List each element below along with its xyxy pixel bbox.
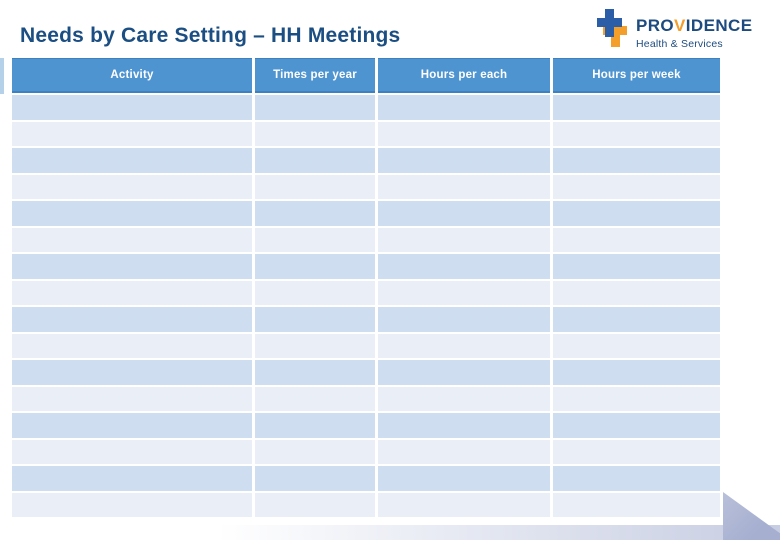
table-cell — [553, 492, 720, 517]
table-cell — [553, 439, 720, 464]
table-cell — [378, 492, 550, 517]
table-cell — [553, 227, 720, 252]
table-cell — [255, 413, 375, 438]
table-cell — [255, 466, 375, 491]
bottom-gradient-band — [0, 525, 780, 540]
table-row — [12, 227, 720, 252]
logo-subtitle: Health & Services — [636, 38, 723, 50]
table-cell — [553, 280, 720, 305]
table-cell — [553, 360, 720, 385]
table-cell — [12, 439, 252, 464]
table-cell — [255, 386, 375, 411]
logo-text-accent: V — [674, 16, 686, 35]
table-cell — [255, 333, 375, 358]
table-cell — [12, 148, 252, 173]
table-cell — [378, 227, 550, 252]
table-cell — [12, 466, 252, 491]
table-cell — [378, 201, 550, 226]
table-cell — [553, 333, 720, 358]
table-cell — [378, 307, 550, 332]
table-cell — [553, 95, 720, 120]
table-cell — [12, 386, 252, 411]
left-accent-bar — [0, 58, 4, 94]
table-row — [12, 121, 720, 146]
table-row — [12, 174, 720, 199]
table-cell — [378, 386, 550, 411]
table-cell — [378, 148, 550, 173]
table-cell — [378, 360, 550, 385]
table-cell — [255, 95, 375, 120]
table-cell — [553, 466, 720, 491]
table-cell — [12, 201, 252, 226]
table-cell — [378, 174, 550, 199]
table-cell — [255, 254, 375, 279]
table-cell — [553, 307, 720, 332]
table-cell — [378, 439, 550, 464]
table-row — [12, 386, 720, 411]
column-header-times-per-year: Times per year — [255, 58, 375, 93]
table-cell — [378, 254, 550, 279]
column-header-hours-per-week: Hours per week — [553, 58, 720, 93]
table-cell — [553, 201, 720, 226]
table-row — [12, 307, 720, 332]
logo-wordmark: PROVIDENCE — [636, 16, 752, 35]
column-header-activity: Activity — [12, 58, 252, 93]
table-cell — [255, 227, 375, 252]
table-cell — [255, 201, 375, 226]
table-cell — [378, 121, 550, 146]
table-row — [12, 492, 720, 517]
table-cell — [12, 492, 252, 517]
table-row — [12, 254, 720, 279]
table-cell — [378, 95, 550, 120]
table-cell — [378, 333, 550, 358]
table-cell — [255, 439, 375, 464]
logo-text: PROVIDENCE Health & Services — [636, 9, 752, 50]
table-row — [12, 360, 720, 385]
table-row — [12, 201, 720, 226]
table-cell — [553, 174, 720, 199]
column-header-hours-per-each: Hours per each — [378, 58, 550, 93]
table-row — [12, 333, 720, 358]
table-row — [12, 280, 720, 305]
table-cell — [12, 280, 252, 305]
table-cell — [255, 492, 375, 517]
needs-table: Activity Times per year Hours per each Hour… — [9, 56, 723, 519]
table-cell — [12, 360, 252, 385]
providence-cross-icon — [597, 9, 631, 47]
table-cell — [12, 333, 252, 358]
table-cell — [255, 360, 375, 385]
table-cell — [12, 413, 252, 438]
table-cell — [12, 174, 252, 199]
table-cell — [12, 95, 252, 120]
table-cell — [553, 148, 720, 173]
table-cell — [255, 148, 375, 173]
table-cell — [12, 307, 252, 332]
table-row — [12, 413, 720, 438]
table-cell — [378, 280, 550, 305]
table-row — [12, 466, 720, 491]
corner-triangle — [723, 492, 780, 540]
providence-logo: PROVIDENCE Health & Services — [597, 9, 752, 50]
table-cell — [378, 466, 550, 491]
table-cell — [255, 280, 375, 305]
table-cell — [553, 121, 720, 146]
table-row — [12, 148, 720, 173]
table-cell — [255, 121, 375, 146]
logo-text-pre: PRO — [636, 16, 675, 35]
table-cell — [553, 386, 720, 411]
table-cell — [255, 307, 375, 332]
table-row — [12, 95, 720, 120]
table-row — [12, 439, 720, 464]
table-cell — [12, 254, 252, 279]
table-cell — [12, 121, 252, 146]
slide-title: Needs by Care Setting – HH Meetings — [20, 24, 401, 47]
table-header-row: Activity Times per year Hours per each Hour… — [12, 58, 720, 93]
table-cell — [255, 174, 375, 199]
table-cell — [12, 227, 252, 252]
table-cell — [553, 413, 720, 438]
table-cell — [553, 254, 720, 279]
logo-text-post: IDENCE — [685, 16, 753, 35]
table-cell — [378, 413, 550, 438]
